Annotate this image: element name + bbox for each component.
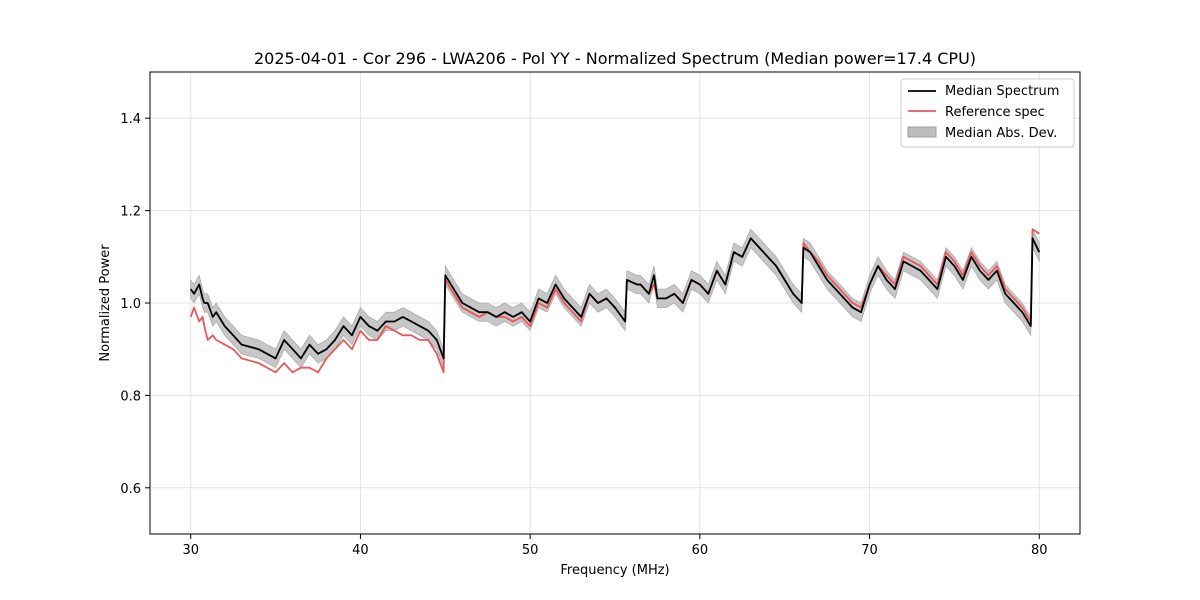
y-axis-label: Normalized Power <box>98 244 113 362</box>
legend-reference-label: Reference spec <box>945 105 1045 120</box>
x-tick-label: 30 <box>182 543 199 558</box>
mad-band <box>190 228 1040 369</box>
legend-mad-label: Median Abs. Dev. <box>945 126 1057 141</box>
y-tick-label: 0.8 <box>120 389 141 404</box>
chart-title: 2025-04-01 - Cor 296 - LWA206 - Pol YY -… <box>254 49 976 68</box>
legend-mad-patch <box>907 126 937 138</box>
x-tick-label: 60 <box>692 543 709 558</box>
x-tick-label: 40 <box>352 543 369 558</box>
x-axis-label: Frequency (MHz) <box>560 563 669 578</box>
x-tick-label: 70 <box>861 543 878 558</box>
y-tick-label: 1.0 <box>120 297 141 312</box>
x-axis-ticks: 30 40 50 60 70 80 <box>182 534 1048 558</box>
series-layer <box>189 228 1041 374</box>
legend: Median Spectrum Reference spec Median Ab… <box>900 78 1075 148</box>
legend-frame <box>900 78 1075 148</box>
median-spectrum-line <box>189 237 1041 360</box>
y-tick-label: 1.4 <box>120 112 141 127</box>
y-tick-label: 0.6 <box>120 482 141 497</box>
y-axis-ticks: 0.6 0.8 1.0 1.2 1.4 <box>120 112 150 497</box>
x-tick-label: 50 <box>522 543 539 558</box>
y-tick-label: 1.2 <box>120 205 141 220</box>
x-tick-label: 80 <box>1031 543 1048 558</box>
mad-band-layer <box>190 228 1040 369</box>
legend-median-label: Median Spectrum <box>945 84 1059 99</box>
